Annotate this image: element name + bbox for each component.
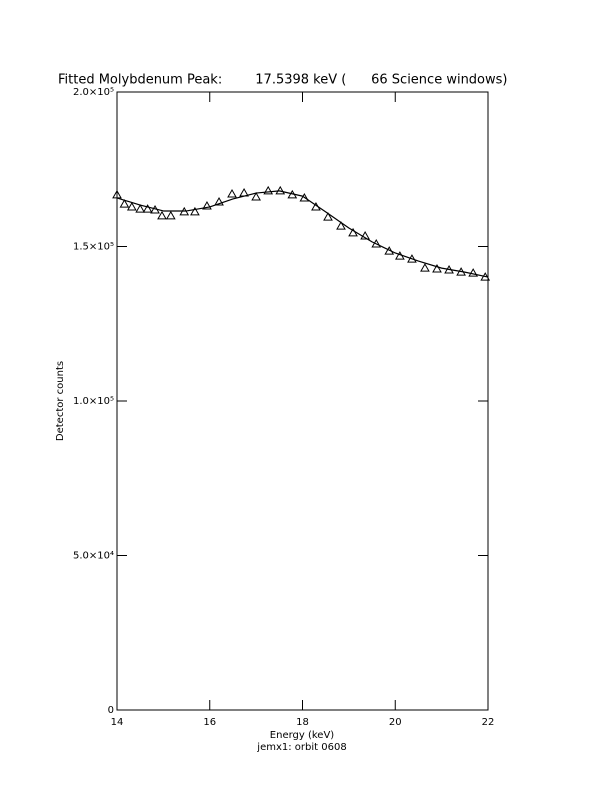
x-tick-label: 20 [389,717,402,728]
y-tick-label: 2.0×10⁵ [73,87,114,98]
y-tick-label: 1.5×10⁵ [73,242,114,253]
data-point [420,263,430,272]
x-tick-label: 16 [203,717,216,728]
data-point [190,206,200,216]
y-tick-label: 5.0×10⁴ [73,551,114,562]
data-point [165,210,176,220]
x-tick-label: 14 [111,717,124,728]
y-tick-label: 0 [108,705,114,716]
x-tick-label: 22 [482,717,495,728]
data-point [202,201,212,210]
data-point [126,201,137,211]
data-point [263,185,274,195]
data-point [251,192,261,201]
data-point [348,227,358,237]
data-point [119,199,130,208]
data-point [214,196,224,206]
y-axis-label: Detector counts [55,361,66,441]
data-point [112,189,122,199]
data-point [135,204,146,213]
subtitle: jemx1: orbit 0608 [256,742,346,753]
y-tick-label: 1.0×10⁵ [73,396,114,407]
data-point [227,188,237,198]
data-point [142,204,153,213]
data-point [299,192,310,202]
data-point [432,264,442,273]
data-point [468,268,479,277]
x-axis-label: Energy (keV) [270,730,335,741]
data-point [336,221,346,230]
data-point [360,230,370,240]
x-tick-label: 18 [296,717,309,728]
data-point [157,210,167,220]
chart-title: Fitted Molybdenum Peak: 17.5398 keV ( 66… [58,73,508,88]
data-point [323,212,333,221]
fit-line [116,190,489,278]
